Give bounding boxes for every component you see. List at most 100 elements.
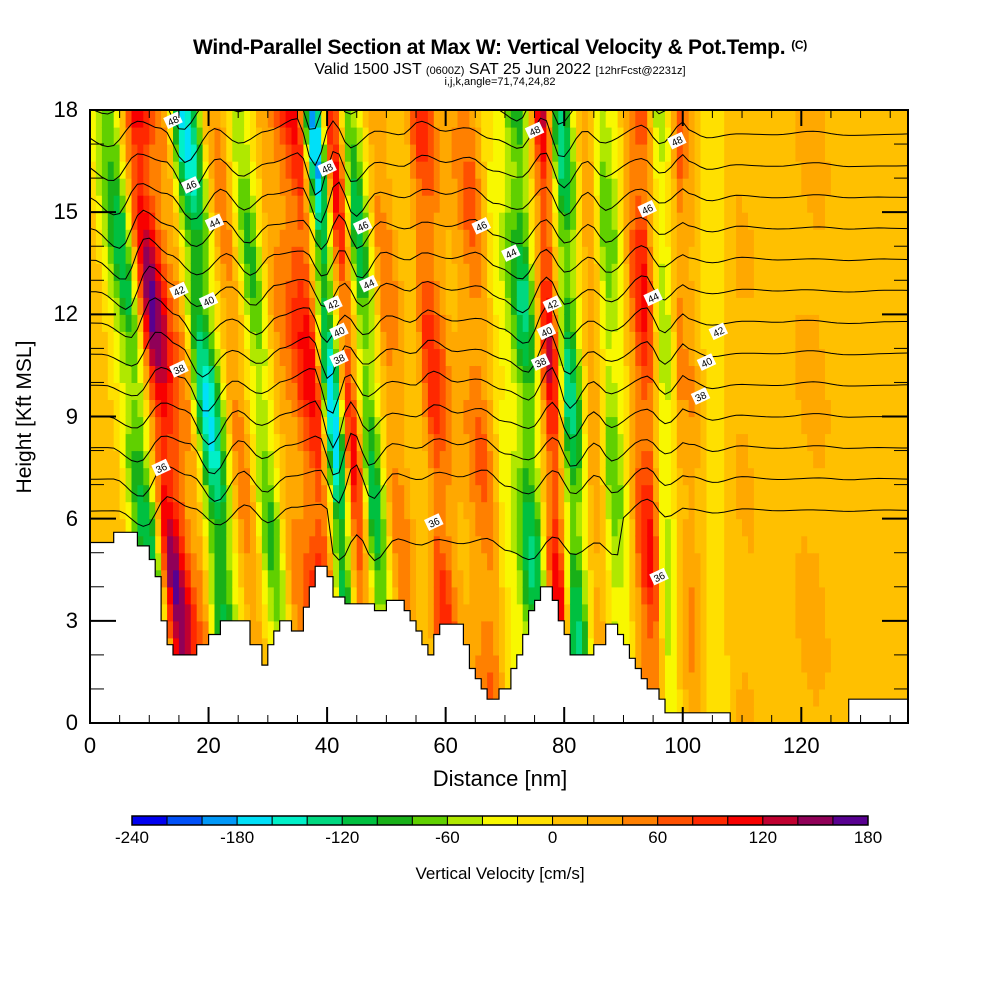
w-cell bbox=[742, 671, 749, 690]
w-cell bbox=[688, 382, 696, 400]
w-cell bbox=[214, 127, 221, 145]
w-cell bbox=[90, 195, 97, 213]
w-cell bbox=[576, 586, 583, 605]
w-cell bbox=[736, 195, 743, 213]
w-cell bbox=[753, 229, 761, 247]
w-cell bbox=[558, 348, 565, 366]
w-cell bbox=[730, 433, 737, 452]
w-cell bbox=[291, 450, 298, 469]
w-cell bbox=[896, 365, 903, 383]
w-cell bbox=[273, 382, 281, 400]
w-cell bbox=[635, 195, 642, 213]
w-cell bbox=[155, 518, 162, 537]
w-cell bbox=[783, 433, 790, 452]
w-cell bbox=[884, 382, 891, 400]
w-cell bbox=[629, 331, 636, 349]
w-cell bbox=[629, 637, 636, 656]
w-cell bbox=[753, 144, 761, 162]
w-cell bbox=[457, 331, 464, 349]
w-cell bbox=[759, 569, 767, 588]
w-cell bbox=[178, 263, 186, 281]
w-cell bbox=[653, 399, 660, 418]
w-cell bbox=[173, 229, 180, 247]
w-cell bbox=[238, 382, 245, 400]
w-cell bbox=[836, 535, 844, 554]
w-cell bbox=[576, 484, 583, 503]
w-cell bbox=[303, 399, 310, 418]
w-cell bbox=[220, 331, 227, 349]
w-cell bbox=[196, 552, 204, 571]
w-cell bbox=[718, 246, 725, 264]
w-cell bbox=[753, 178, 761, 196]
w-cell bbox=[504, 178, 512, 196]
w-cell bbox=[700, 654, 707, 673]
w-cell bbox=[807, 637, 814, 656]
w-cell bbox=[279, 161, 287, 179]
w-cell bbox=[196, 569, 204, 588]
w-cell bbox=[647, 280, 654, 298]
w-cell bbox=[534, 212, 542, 230]
w-cell bbox=[208, 127, 216, 145]
w-cell bbox=[101, 127, 109, 145]
w-cell bbox=[635, 501, 642, 520]
w-cell bbox=[765, 314, 773, 332]
w-cell bbox=[742, 212, 749, 230]
w-cell bbox=[469, 195, 476, 213]
w-cell bbox=[184, 518, 192, 537]
w-cell bbox=[819, 688, 826, 707]
w-cell bbox=[167, 314, 174, 332]
w-cell bbox=[374, 110, 381, 128]
w-cell bbox=[617, 212, 625, 230]
w-cell bbox=[528, 144, 536, 162]
w-cell bbox=[137, 246, 144, 264]
w-cell bbox=[522, 263, 530, 281]
w-cell bbox=[825, 416, 832, 435]
w-cell bbox=[90, 263, 97, 281]
w-cell bbox=[783, 314, 790, 332]
w-cell bbox=[516, 637, 524, 656]
w-cell bbox=[190, 399, 198, 418]
w-cell bbox=[771, 637, 779, 656]
w-cell bbox=[481, 467, 488, 486]
w-cell bbox=[344, 365, 352, 383]
w-cell bbox=[137, 127, 144, 145]
w-cell bbox=[629, 535, 636, 554]
w-cell bbox=[748, 484, 755, 503]
w-cell bbox=[659, 620, 666, 639]
w-cell bbox=[724, 416, 731, 435]
w-cell bbox=[813, 467, 820, 486]
w-cell bbox=[653, 671, 660, 690]
w-cell bbox=[528, 263, 536, 281]
w-cell bbox=[285, 161, 293, 179]
w-cell bbox=[777, 484, 785, 503]
w-cell bbox=[95, 484, 103, 503]
w-cell bbox=[902, 331, 908, 349]
w-cell bbox=[137, 382, 144, 400]
w-cell bbox=[404, 382, 411, 400]
w-cell bbox=[356, 416, 364, 435]
w-cell bbox=[706, 467, 713, 486]
w-cell bbox=[670, 501, 678, 520]
w-cell bbox=[374, 569, 381, 588]
w-cell bbox=[125, 127, 133, 145]
w-cell bbox=[599, 467, 607, 486]
w-cell bbox=[202, 246, 210, 264]
w-cell bbox=[641, 654, 648, 673]
w-cell bbox=[712, 467, 719, 486]
w-cell bbox=[356, 110, 364, 128]
w-cell bbox=[819, 110, 826, 128]
w-cell bbox=[404, 178, 411, 196]
w-cell bbox=[421, 518, 429, 537]
w-cell bbox=[819, 229, 826, 247]
w-cell bbox=[510, 433, 518, 452]
w-cell bbox=[380, 161, 387, 179]
w-cell bbox=[825, 127, 832, 145]
w-cell bbox=[238, 603, 245, 622]
w-cell bbox=[487, 637, 494, 656]
w-cell bbox=[101, 195, 109, 213]
w-cell bbox=[593, 603, 601, 622]
w-cell bbox=[748, 569, 755, 588]
w-cell bbox=[404, 314, 411, 332]
w-cell bbox=[113, 280, 121, 298]
w-cell bbox=[297, 416, 304, 435]
